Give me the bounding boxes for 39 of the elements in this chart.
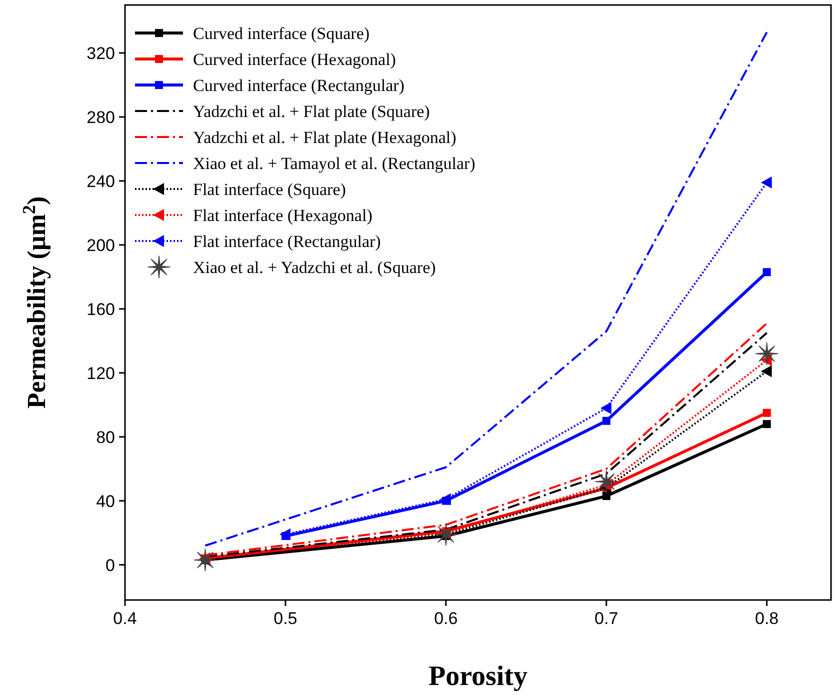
point bbox=[440, 493, 451, 506]
legend-label: Yadzchi et al. + Flat plate (Hexagonal) bbox=[193, 128, 456, 147]
point bbox=[194, 548, 217, 572]
point bbox=[279, 528, 290, 540]
point bbox=[600, 402, 612, 414]
point bbox=[762, 408, 771, 417]
point bbox=[755, 342, 778, 366]
y-tick-label: 80 bbox=[96, 428, 115, 447]
legend-label: Xiao et al. + Tamayol et al. (Rectangular) bbox=[193, 154, 476, 173]
y-tick-label: 160 bbox=[86, 300, 115, 319]
point bbox=[602, 492, 610, 500]
y-tick-label: 280 bbox=[86, 108, 115, 127]
legend-label: Flat interface (Square) bbox=[193, 180, 346, 199]
legend-label: Curved interface (Rectangular) bbox=[193, 76, 404, 95]
legend-label: Curved interface (Square) bbox=[193, 24, 370, 43]
y-tick-label: 200 bbox=[86, 236, 115, 255]
point bbox=[762, 420, 771, 428]
legend-label: Xiao et al. + Yadzchi et al. (Square) bbox=[193, 258, 436, 277]
x-axis-title: Porosity bbox=[428, 661, 528, 692]
y-tick-label: 40 bbox=[96, 492, 115, 511]
point bbox=[760, 176, 772, 189]
point bbox=[760, 365, 772, 378]
point bbox=[762, 268, 771, 276]
x-tick-label: 0.8 bbox=[755, 609, 779, 628]
legend-label: Yadzchi et al. + Flat plate (Square) bbox=[193, 102, 430, 121]
legend-label: Flat interface (Rectangular) bbox=[193, 232, 381, 251]
point bbox=[434, 523, 458, 546]
y-tick-label: 120 bbox=[86, 364, 115, 383]
point bbox=[594, 470, 618, 494]
x-tick-label: 0.5 bbox=[274, 609, 298, 628]
legend-label: Curved interface (Hexagonal) bbox=[193, 50, 396, 69]
point bbox=[602, 416, 610, 425]
y-tick-label: 0 bbox=[106, 556, 115, 575]
y-tick-label: 320 bbox=[86, 44, 115, 63]
x-tick-label: 0.7 bbox=[594, 609, 618, 628]
legend-label: Flat interface (Hexagonal) bbox=[193, 206, 372, 225]
y-tick-label: 240 bbox=[86, 172, 115, 191]
x-tick-label: 0.4 bbox=[113, 609, 137, 628]
x-tick-label: 0.6 bbox=[434, 609, 458, 628]
